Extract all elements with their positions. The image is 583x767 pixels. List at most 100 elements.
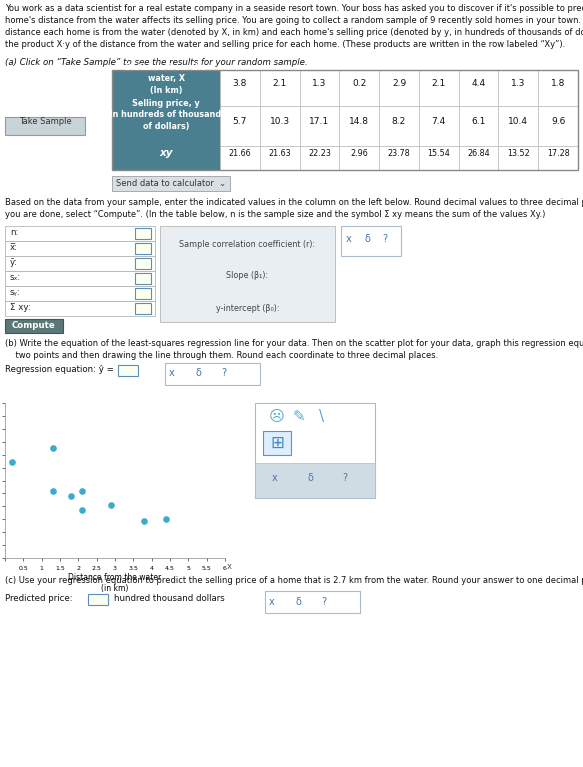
Text: xy: xy xyxy=(159,148,173,158)
Text: 22.23: 22.23 xyxy=(308,150,331,159)
Bar xyxy=(165,363,260,385)
Bar xyxy=(255,463,375,498)
Text: 5.7: 5.7 xyxy=(233,117,247,127)
Text: ⊞: ⊞ xyxy=(270,434,284,452)
Text: 13.52: 13.52 xyxy=(507,150,530,159)
Bar xyxy=(220,106,260,146)
Bar xyxy=(538,106,578,146)
Text: x̅:: x̅: xyxy=(10,243,18,252)
Bar xyxy=(118,365,138,376)
Bar xyxy=(255,403,375,498)
Text: 10.4: 10.4 xyxy=(508,117,528,127)
Bar xyxy=(260,146,300,170)
Text: 8.2: 8.2 xyxy=(392,117,406,127)
Bar xyxy=(419,106,459,146)
Text: 9.6: 9.6 xyxy=(551,117,566,127)
Text: Based on the data from your sample, enter the indicated values in the column on : Based on the data from your sample, ente… xyxy=(5,198,583,219)
Bar xyxy=(538,146,578,170)
Text: δ: δ xyxy=(307,473,313,483)
Bar xyxy=(459,106,498,146)
Bar xyxy=(135,288,151,299)
Text: ?: ? xyxy=(222,368,227,378)
Bar xyxy=(112,106,220,146)
Text: Compute: Compute xyxy=(12,321,56,330)
Bar xyxy=(265,591,360,613)
Bar xyxy=(5,256,155,271)
Bar xyxy=(5,301,155,316)
Text: 0.2: 0.2 xyxy=(352,80,366,88)
Text: Σ xy:: Σ xy: xyxy=(10,303,31,312)
Bar xyxy=(260,70,300,106)
Bar xyxy=(300,106,339,146)
Bar xyxy=(5,226,155,241)
Text: Sample correlation coefficient (r):: Sample correlation coefficient (r): xyxy=(180,240,315,249)
Text: 10.3: 10.3 xyxy=(269,117,290,127)
Text: 1.8: 1.8 xyxy=(551,80,566,88)
Bar xyxy=(5,319,63,333)
Text: (c) Use your regression equation to predict the selling price of a home that is : (c) Use your regression equation to pred… xyxy=(5,576,583,585)
Bar xyxy=(498,70,538,106)
Bar xyxy=(339,70,379,106)
Bar xyxy=(459,70,498,106)
Text: ✎: ✎ xyxy=(293,410,305,424)
Point xyxy=(107,499,116,511)
Bar xyxy=(498,106,538,146)
Text: \: \ xyxy=(318,410,324,424)
Bar xyxy=(135,243,151,254)
Text: y-intercept (β₀):: y-intercept (β₀): xyxy=(216,304,279,313)
Text: ȳ:: ȳ: xyxy=(10,258,18,267)
Text: 4.4: 4.4 xyxy=(472,80,486,88)
Text: Take Sample: Take Sample xyxy=(19,117,71,127)
Text: 21.66: 21.66 xyxy=(229,150,251,159)
Bar xyxy=(339,146,379,170)
Text: ☹: ☹ xyxy=(269,410,285,424)
Text: 15.54: 15.54 xyxy=(427,150,450,159)
Bar xyxy=(379,146,419,170)
Text: Predicted price:: Predicted price: xyxy=(5,594,73,603)
Text: x: x xyxy=(272,473,278,483)
Text: sₓ:: sₓ: xyxy=(10,273,21,282)
Bar xyxy=(300,146,339,170)
Text: sᵧ:: sᵧ: xyxy=(10,288,20,297)
Text: x: x xyxy=(169,368,175,378)
Bar xyxy=(5,271,155,286)
Text: Selling price, y
(In hundreds of thousands
of dollars): Selling price, y (In hundreds of thousan… xyxy=(106,99,226,131)
Bar xyxy=(5,117,85,135)
Text: ?: ? xyxy=(382,234,388,244)
Text: 23.78: 23.78 xyxy=(388,150,410,159)
Point xyxy=(66,490,76,502)
Bar xyxy=(5,241,155,256)
Bar xyxy=(538,70,578,106)
Text: Slope (β₁):: Slope (β₁): xyxy=(226,271,269,280)
Text: ?: ? xyxy=(342,473,347,483)
Text: 2.96: 2.96 xyxy=(350,150,368,159)
Bar xyxy=(220,70,260,106)
Text: 7.4: 7.4 xyxy=(431,117,446,127)
Text: x: x xyxy=(346,234,352,244)
Text: x: x xyxy=(227,562,232,571)
Text: 6.1: 6.1 xyxy=(472,117,486,127)
Point xyxy=(140,515,149,528)
Text: 1.3: 1.3 xyxy=(312,80,326,88)
Bar xyxy=(419,146,459,170)
Text: 2.1: 2.1 xyxy=(431,80,446,88)
Text: 3.8: 3.8 xyxy=(233,80,247,88)
Bar xyxy=(341,226,401,256)
X-axis label: Distance from the water
(in km): Distance from the water (in km) xyxy=(68,574,161,593)
Point xyxy=(161,512,171,525)
Bar xyxy=(300,70,339,106)
Point xyxy=(78,504,87,516)
Bar xyxy=(112,176,230,191)
Point xyxy=(78,486,87,498)
Text: δ: δ xyxy=(295,597,301,607)
Bar xyxy=(112,70,578,170)
Text: 17.1: 17.1 xyxy=(310,117,329,127)
Point xyxy=(48,485,57,497)
Bar xyxy=(135,258,151,269)
Bar xyxy=(88,594,108,605)
Text: 21.63: 21.63 xyxy=(268,150,291,159)
Bar xyxy=(112,146,220,170)
Text: You work as a data scientist for a real estate company in a seaside resort town.: You work as a data scientist for a real … xyxy=(5,4,583,49)
Text: 14.8: 14.8 xyxy=(349,117,369,127)
Bar xyxy=(459,146,498,170)
